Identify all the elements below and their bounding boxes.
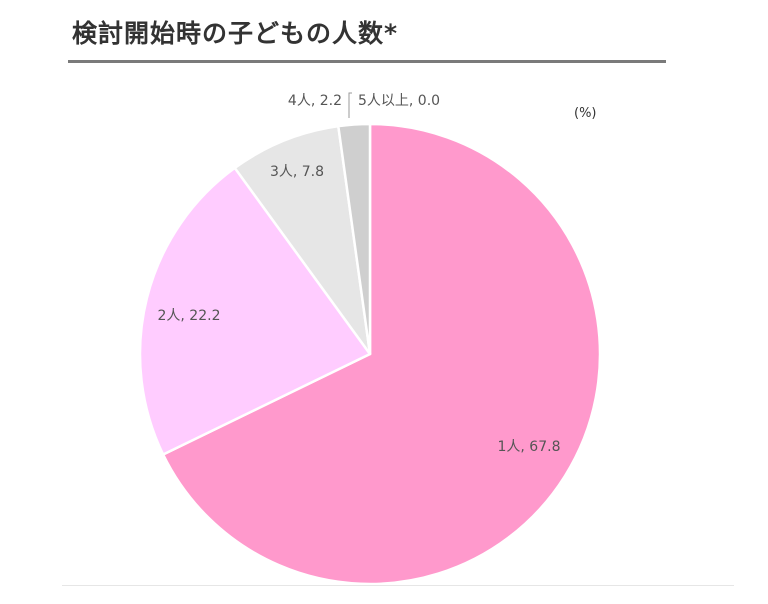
slice-label-5-5: 5人以上, 0.0 [358, 93, 440, 109]
unit-label: (%) [574, 106, 597, 121]
pie-slice-4-4 [337, 122, 372, 356]
slice-labels: 1人, 67.8 2人, 22.2 3人, 7.8 4人, 2.2 5人以上, 0.0 [158, 93, 561, 455]
chart-title: 検討開始時の子どもの人数* [72, 19, 399, 48]
leader-line-5 [348, 92, 352, 118]
pie-slice-3-3 [233, 124, 372, 356]
bottom-divider [62, 585, 734, 586]
slice-label-3-3: 3人, 7.8 [270, 164, 324, 180]
slice-label-4-4: 4人, 2.2 [288, 93, 342, 109]
slice-label-2-2: 2人, 22.2 [158, 308, 221, 324]
slice-label-1-1: 1人, 67.8 [498, 439, 561, 455]
pie-slices [138, 122, 602, 586]
leader-lines [348, 92, 352, 118]
title-underline [68, 60, 666, 63]
pie-slice-1-1 [161, 122, 602, 586]
pie-slice-2-2 [138, 166, 372, 456]
